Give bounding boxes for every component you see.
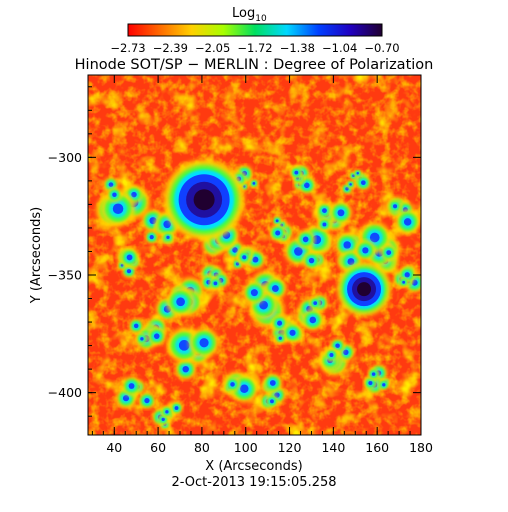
colorbar-tick-label: −1.38 (280, 41, 315, 55)
network-patch (358, 221, 401, 273)
network-patch (95, 177, 151, 227)
timestamp: 2-Oct-2013 19:15:05.258 (171, 475, 336, 490)
sunspot (337, 262, 392, 317)
network-patch (271, 314, 304, 344)
colorbar-tick-label: −2.39 (153, 41, 188, 55)
y-tick-label: −300 (48, 150, 82, 165)
network-patch (242, 270, 287, 328)
network-patch (363, 364, 390, 395)
x-tick-label: 120 (278, 440, 302, 455)
x-axis: 40 60 80 100 120 140 160 180 (91, 75, 433, 455)
polarization-map (88, 75, 421, 435)
colorbar-tick-label: −2.05 (195, 41, 230, 55)
plot-frame (87, 74, 422, 436)
network-patch (115, 376, 156, 410)
x-tick-label: 160 (365, 440, 389, 455)
colorbar: Log10 −2.73 −2.39 −2.05 −1.72 −1.38 −1.04 −0.7… (110, 6, 399, 55)
colorbar-tick-label: −0.70 (364, 41, 399, 55)
x-tick-label: 100 (234, 440, 258, 455)
network-patch (155, 277, 205, 322)
network-patch (290, 164, 316, 195)
network-patch (393, 264, 421, 293)
network-patch (232, 246, 266, 270)
y-axis-label: Y (Arcseconds) (29, 207, 44, 304)
network-patch (128, 317, 167, 351)
network-patch (151, 401, 183, 430)
x-axis-label: X (Arcseconds) (205, 459, 302, 474)
network-patch (223, 371, 259, 403)
network-patch (284, 224, 333, 270)
network-patch (259, 373, 286, 410)
network-patch (200, 263, 229, 290)
sunspots (163, 159, 392, 317)
colorbar-tick-label: −1.04 (322, 41, 357, 55)
y-tick-label: −400 (48, 385, 82, 400)
colorbar-label: Log10 (232, 6, 267, 24)
network-patch (117, 247, 141, 279)
colorbar-strip (127, 23, 383, 37)
network-patch (296, 294, 329, 331)
network-patch (341, 169, 372, 195)
x-tick-label: 80 (194, 440, 210, 455)
x-tick-label: 60 (150, 440, 166, 455)
colorbar-ticks: −2.73 −2.39 −2.05 −1.72 −1.38 −1.04 −0.70 (110, 41, 399, 55)
x-tick-label: 180 (409, 440, 433, 455)
y-axis: −300 −350 −400 (48, 86, 421, 417)
magnetic-network (95, 164, 421, 430)
network-patch (386, 196, 421, 235)
colorbar-tick-label: −2.73 (110, 41, 145, 55)
network-patch (166, 327, 220, 380)
colorbar-tick-label: −1.72 (237, 41, 272, 55)
network-patch (315, 201, 353, 231)
chart-title: Hinode SOT/SP − MERLIN : Degree of Polar… (75, 57, 434, 73)
x-tick-label: 140 (321, 440, 345, 455)
x-tick-label: 40 (106, 440, 122, 455)
network-patch (269, 216, 294, 243)
network-patch (320, 338, 355, 376)
sunspot (163, 159, 245, 241)
network-patch (141, 209, 180, 245)
y-tick-label: −350 (48, 268, 82, 283)
